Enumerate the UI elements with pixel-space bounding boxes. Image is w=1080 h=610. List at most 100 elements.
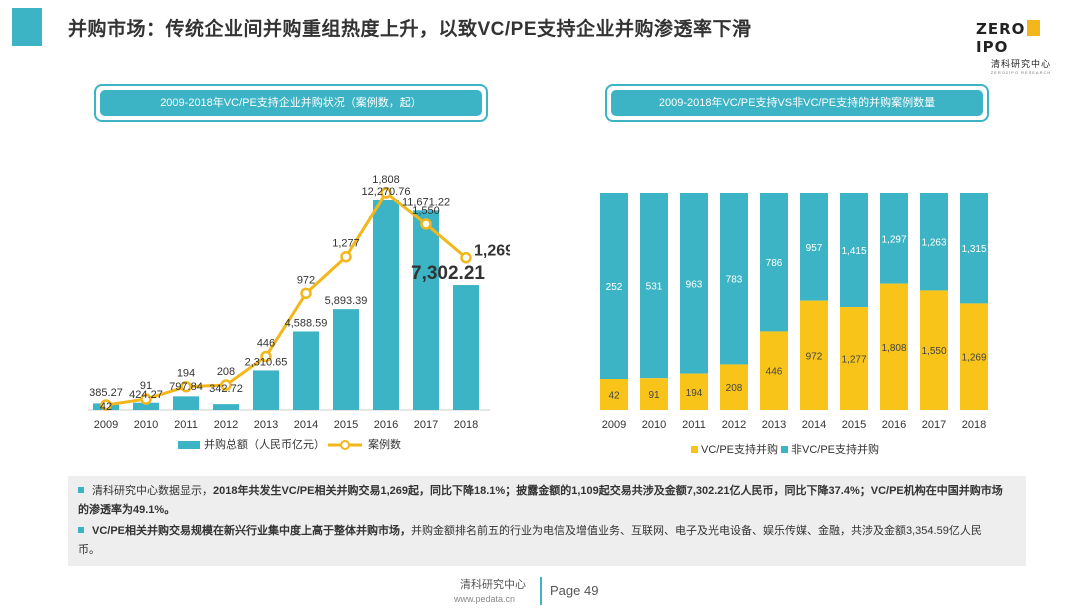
vcpe-bar [720,364,748,410]
vcpe-value-label: 1,550 [921,346,946,357]
vcpe-bar [960,303,988,410]
logo-text-left: ZERO [976,20,1026,38]
non-vcpe-value-label: 963 [686,279,703,290]
non-vcpe-bar [960,193,988,304]
title-accent-bar [12,8,42,46]
vcpe-value-label: 208 [726,383,743,394]
vcpe-value-label: 1,277 [841,355,866,366]
non-vcpe-value-label: 1,315 [961,244,986,255]
footer-source: 清科研究中心 [460,579,526,591]
x-tick-label: 2015 [842,419,866,431]
non-vcpe-bar [640,193,668,379]
amount-bar [173,396,199,410]
vcpe-value-label: 1,808 [881,343,906,354]
vcpe-value-label: 1,269 [961,353,986,364]
deal-count-point [140,393,152,405]
non-vcpe-bar [840,193,868,308]
note-2-bold: VC/PE相关并购交易规模在新兴行业集中度上高于整体并购市场， [92,525,412,537]
x-tick-label: 2015 [334,419,358,431]
count-label: 1,277 [332,238,360,250]
count-label: 1,808 [372,174,400,186]
count-label: 1,550 [412,205,440,217]
amount-bar [133,402,159,410]
note-1-bold: 2018年共发生VC/PE相关并购交易1,269起，同比下降18.1%；披露金额… [78,485,1003,516]
amount-label: 4,588.59 [285,317,328,329]
amount-label: 2,310.65 [245,356,288,368]
non-vcpe-value-label: 1,415 [841,246,866,257]
legend-bar-label: 并购总额（人民币亿元） [204,437,325,451]
legend-bar-swatch [178,441,200,449]
legend-vcpe-label: VC/PE支持并购 [701,442,778,456]
notes-panel: 清科研究中心数据显示，2018年共发生VC/PE相关并购交易1,269起，同比下… [68,476,1026,566]
footer-url[interactable]: www.pedata.cn [454,594,516,604]
deal-count-line [105,190,467,407]
non-vcpe-bar [720,193,748,365]
logo-tagline: ZERO2IPO RESEARCH [990,70,1052,75]
vcpe-bar [920,290,948,410]
non-vcpe-value-label: 531 [646,282,663,293]
footer-divider [540,577,542,605]
x-tick-label: 2014 [802,419,826,431]
non-vcpe-value-label: 783 [726,275,743,286]
non-vcpe-value-label: 957 [806,243,823,254]
right-chart-header: 2009-2018年VC/PE支持VS非VC/PE支持的并购案例数量 [605,84,989,122]
non-vcpe-bar [920,193,948,291]
vcpe-bar [840,307,868,410]
x-tick-label: 2009 [602,419,626,431]
legend-non-vcpe-swatch [781,446,788,453]
amount-label: 797.84 [169,381,203,393]
x-tick-label: 2010 [134,419,158,431]
count-label: 972 [297,274,315,286]
bullet-square-icon [78,487,84,493]
non-vcpe-value-label: 1,263 [921,238,946,249]
vcpe-value-label: 972 [806,351,823,362]
deal-count-point [340,250,352,263]
right-chart-title: 2009-2018年VC/PE支持VS非VC/PE支持的并购案例数量 [611,90,983,116]
amount-label: 424.27 [129,389,163,401]
left-combo-chart: 2009 2010 2011 2012 2013 2014 2015 2016 2017 2018… [88,174,510,451]
legend-vcpe-swatch [691,446,698,453]
amount-bar [253,370,279,410]
x-tick-label: 2018 [962,419,986,431]
count-label: 91 [140,380,152,392]
x-tick-label: 2014 [294,419,318,431]
x-tick-label: 2016 [374,419,398,431]
deal-count-point [420,218,432,230]
deal-count-point [220,379,232,391]
count-label: 208 [217,366,235,378]
amount-bar [213,404,239,410]
amount-label: 12,270.76 [362,186,411,198]
x-tick-label: 2016 [882,419,906,431]
x-tick-label: 2012 [214,419,238,431]
x-tick-label: 2013 [254,419,278,431]
logo-box-icon [1027,20,1041,36]
amount-bar [453,285,479,410]
deal-count-point [460,251,472,264]
non-vcpe-bar [800,193,828,301]
x-tick-label: 2011 [682,419,706,431]
note-1: 清科研究中心数据显示，2018年共发生VC/PE相关并购交易1,269起，同比下… [78,482,1003,520]
vcpe-value-label: 194 [686,388,703,399]
bullet-square-icon [78,527,84,533]
count-label: 42 [100,401,112,413]
deal-count-point [100,399,112,411]
vcpe-value-label: 446 [766,367,783,378]
amount-bar [373,200,399,410]
left-chart-title: 2009-2018年VC/PE支持企业并购状况（案例数，起） [100,90,482,116]
deal-count-point [380,187,392,199]
x-tick-label: 2013 [762,419,786,431]
vcpe-bar [760,331,788,410]
deal-count-point [260,350,272,363]
amount-label: 5,893.39 [325,295,368,307]
non-vcpe-bar [600,193,628,379]
x-tick-label: 2012 [722,419,746,431]
logo-subtitle: 清科研究中心 [990,59,1051,69]
note-2-rest: 并购金额排名前五的行业为电信及增值业务、互联网、电子及光电设备、娱乐传媒、金融，… [78,525,982,556]
legend-non-vcpe-label: 非VC/PE支持并购 [791,442,879,456]
vcpe-value-label: 42 [608,391,620,402]
non-vcpe-bar [760,193,788,332]
x-tick-label: 2009 [94,419,118,431]
count-label: 1,269 [474,243,510,260]
non-vcpe-value-label: 786 [766,258,783,269]
vcpe-bar [640,378,668,410]
